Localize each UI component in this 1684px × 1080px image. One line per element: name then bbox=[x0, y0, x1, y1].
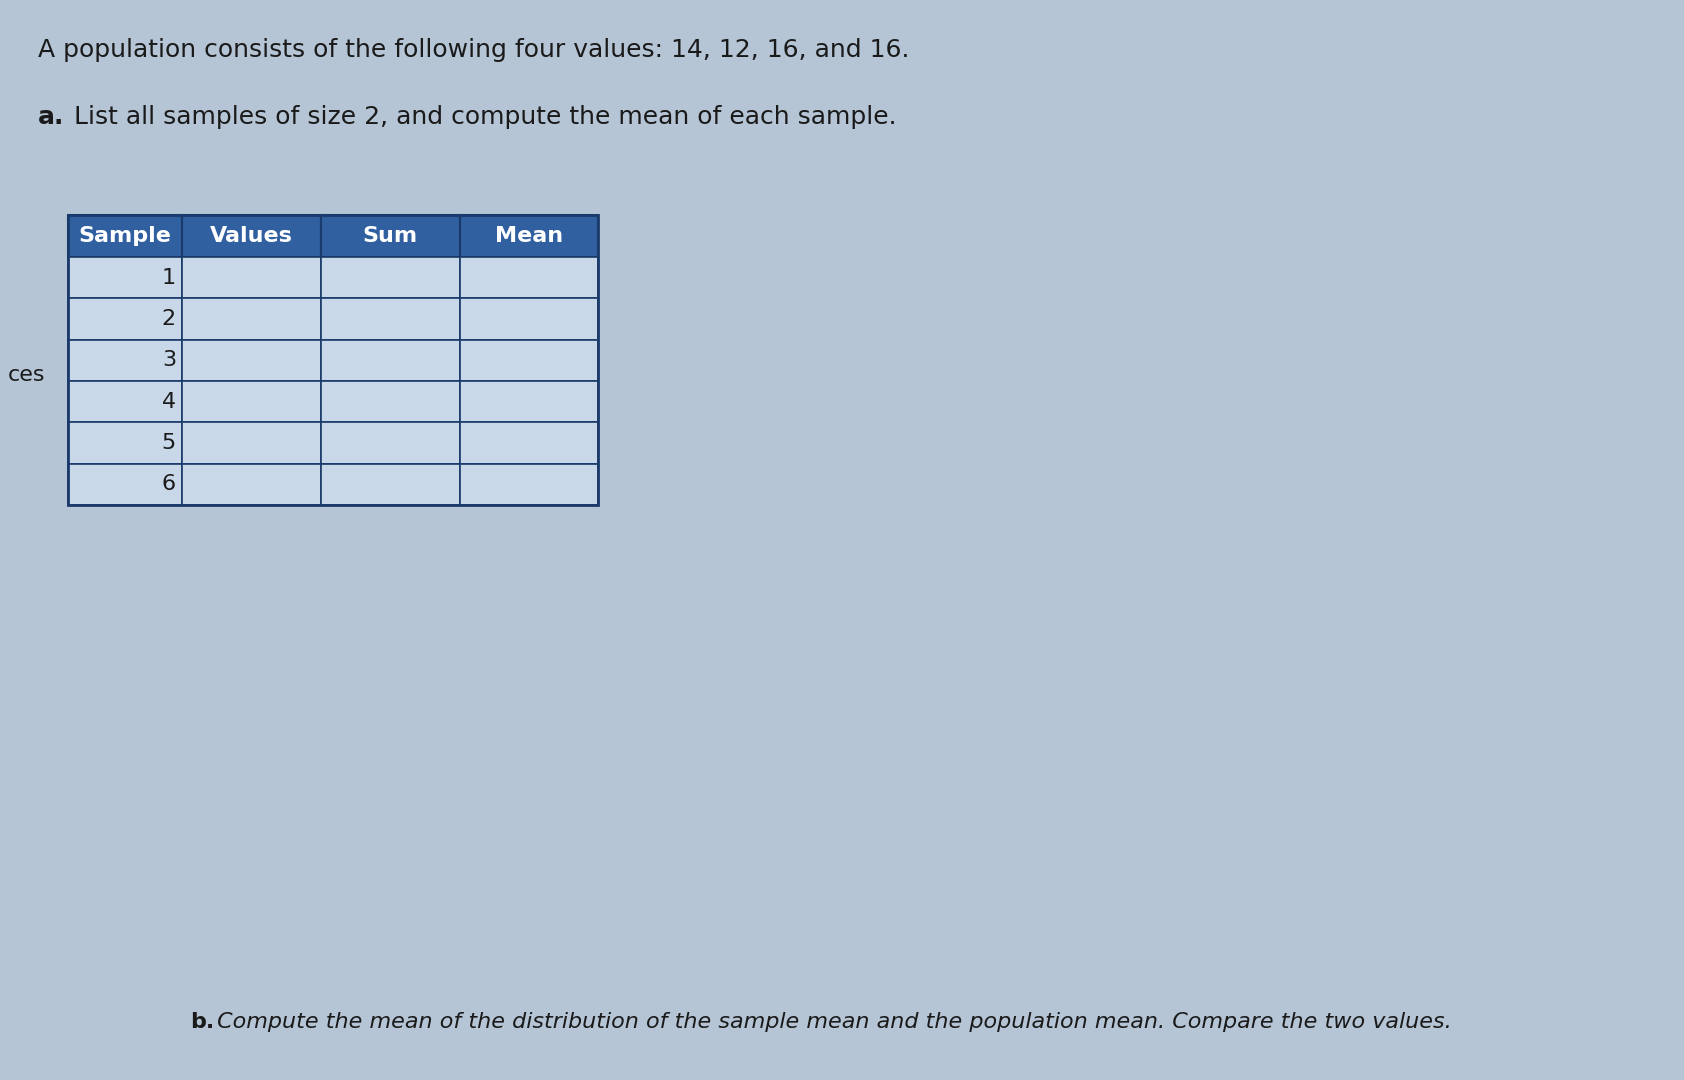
Bar bbox=[67, 257, 182, 298]
Bar bbox=[182, 298, 322, 340]
Bar bbox=[322, 215, 460, 257]
Bar bbox=[460, 257, 598, 298]
Bar bbox=[182, 422, 322, 463]
Bar bbox=[67, 215, 598, 505]
Text: 2: 2 bbox=[162, 309, 175, 329]
Bar bbox=[460, 298, 598, 340]
Bar bbox=[322, 422, 460, 463]
Bar bbox=[67, 381, 182, 422]
Text: Sum: Sum bbox=[362, 226, 418, 246]
Bar bbox=[67, 215, 182, 257]
Bar bbox=[182, 340, 322, 381]
Bar bbox=[322, 298, 460, 340]
Text: 6: 6 bbox=[162, 474, 175, 495]
Text: Mean: Mean bbox=[495, 226, 562, 246]
Bar bbox=[67, 340, 182, 381]
Bar bbox=[322, 381, 460, 422]
Text: b.: b. bbox=[190, 1012, 214, 1032]
Text: Compute the mean of the distribution of the sample mean and the population mean.: Compute the mean of the distribution of … bbox=[210, 1012, 1452, 1032]
Bar bbox=[460, 340, 598, 381]
Bar bbox=[182, 257, 322, 298]
Text: 5: 5 bbox=[162, 433, 175, 453]
Text: A population consists of the following four values: 14, 12, 16, and 16.: A population consists of the following f… bbox=[39, 38, 909, 62]
Text: 1: 1 bbox=[162, 268, 175, 287]
Bar bbox=[67, 298, 182, 340]
Bar bbox=[67, 463, 182, 505]
Bar bbox=[460, 463, 598, 505]
Bar bbox=[67, 422, 182, 463]
Bar bbox=[460, 422, 598, 463]
Bar bbox=[182, 215, 322, 257]
Text: Values: Values bbox=[210, 226, 293, 246]
Bar bbox=[322, 340, 460, 381]
Bar bbox=[182, 381, 322, 422]
Bar bbox=[460, 381, 598, 422]
Text: Sample: Sample bbox=[79, 226, 172, 246]
Bar bbox=[322, 257, 460, 298]
Text: List all samples of size 2, and compute the mean of each sample.: List all samples of size 2, and compute … bbox=[66, 105, 896, 129]
Bar bbox=[182, 463, 322, 505]
Bar bbox=[322, 463, 460, 505]
Text: ces: ces bbox=[8, 365, 45, 384]
Text: 3: 3 bbox=[162, 350, 175, 370]
Text: a.: a. bbox=[39, 105, 64, 129]
Bar bbox=[460, 215, 598, 257]
Text: 4: 4 bbox=[162, 392, 175, 411]
